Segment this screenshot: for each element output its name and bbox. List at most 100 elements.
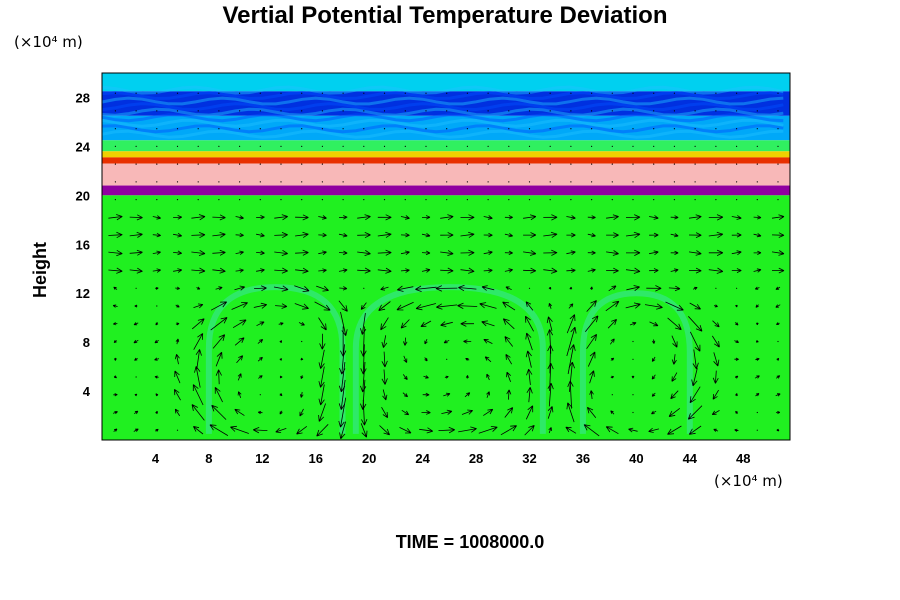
wind-vector-517 xyxy=(632,128,634,130)
wind-vector-445 xyxy=(566,326,577,357)
wind-vector-202 xyxy=(318,384,325,406)
wind-vector-565 xyxy=(689,331,701,352)
wind-vector-280 xyxy=(399,427,412,434)
wind-vector-215 xyxy=(321,163,323,165)
wind-vector-198 xyxy=(301,110,303,112)
wind-vector-454 xyxy=(570,181,572,183)
x-tick-label: 4 xyxy=(152,451,160,466)
wind-vector-15 xyxy=(114,163,116,165)
wind-vector-518 xyxy=(632,110,634,112)
wind-vector-5 xyxy=(113,340,117,343)
wind-vector-2 xyxy=(113,393,118,397)
wind-vector-216 xyxy=(321,145,323,147)
wind-vector-601 xyxy=(735,410,739,414)
wind-vector-368 xyxy=(481,285,495,291)
wind-vector-488 xyxy=(608,285,617,292)
field-layer-8 xyxy=(102,195,790,440)
wind-vector-498 xyxy=(611,110,613,112)
wind-vector-227 xyxy=(338,300,348,312)
wind-vector-313 xyxy=(425,199,427,201)
wind-vector-457 xyxy=(570,128,572,130)
wind-vector-559 xyxy=(673,92,676,94)
wind-vector-293 xyxy=(404,199,406,201)
wind-vector-494 xyxy=(611,181,613,183)
wind-vector-325 xyxy=(443,339,450,344)
wind-vector-519 xyxy=(632,92,634,94)
wind-vector-393 xyxy=(508,199,510,201)
wind-vector-571 xyxy=(688,232,702,238)
wind-vector-449 xyxy=(566,268,576,273)
wind-vector-316 xyxy=(425,145,427,147)
wind-vector-125 xyxy=(234,337,245,346)
wind-vector-169 xyxy=(274,267,288,274)
wind-vector-93 xyxy=(197,199,199,201)
upper-wave-8 xyxy=(101,85,784,95)
wind-vector-171 xyxy=(274,232,288,239)
wind-vector-307 xyxy=(415,303,436,311)
wind-vector-595 xyxy=(715,163,717,165)
wind-vector-356 xyxy=(466,145,468,147)
wind-vector-547 xyxy=(665,301,684,311)
wind-vector-269 xyxy=(377,267,392,274)
wind-vector-148 xyxy=(254,285,267,292)
wind-vector-524 xyxy=(651,356,656,362)
wind-vector-535 xyxy=(653,163,655,165)
wind-vector-244 xyxy=(360,344,367,375)
wind-vector-74 xyxy=(176,181,179,183)
field-layer-7 xyxy=(102,185,790,196)
time-value: 1008000.0 xyxy=(459,532,545,552)
wind-vector-233 xyxy=(342,199,344,201)
wind-vector-386 xyxy=(502,318,515,330)
x-tick-label: 36 xyxy=(576,451,590,466)
wind-vector-464 xyxy=(587,351,596,367)
wind-vector-38 xyxy=(135,110,137,112)
wind-vector-495 xyxy=(611,163,613,165)
wind-vector-266 xyxy=(380,317,389,331)
wind-vector-166 xyxy=(278,322,284,326)
wind-vector-103 xyxy=(215,369,222,385)
wind-vector-587 xyxy=(713,304,718,308)
wind-vector-230 xyxy=(338,250,348,256)
wind-vector-483 xyxy=(610,375,615,379)
wind-vector-217 xyxy=(321,128,323,130)
wind-vector-544 xyxy=(671,354,677,365)
field-layer-3 xyxy=(102,140,790,152)
wind-vector-257 xyxy=(363,128,365,130)
wind-vector-134 xyxy=(239,181,241,183)
wind-vector-279 xyxy=(383,92,386,94)
wind-vector-340 xyxy=(458,426,477,433)
wind-vector-136 xyxy=(239,145,241,147)
wind-vector-551 xyxy=(670,233,679,238)
wind-vector-56 xyxy=(156,145,158,147)
y-tick-label: 24 xyxy=(76,139,91,154)
wind-vector-621 xyxy=(756,411,758,414)
wind-vector-467 xyxy=(586,300,597,312)
wind-vector-284 xyxy=(403,355,408,363)
wind-vector-107 xyxy=(210,301,228,311)
wind-vector-129 xyxy=(235,268,244,273)
wind-vector-649 xyxy=(771,267,785,274)
wind-vector-486 xyxy=(607,319,617,329)
wind-vector-100 xyxy=(209,424,229,436)
wind-vector-267 xyxy=(378,301,391,311)
wind-vector-617 xyxy=(736,128,738,130)
upper-wave-0 xyxy=(101,129,784,139)
wind-vector-592 xyxy=(708,214,724,221)
wind-vector-175 xyxy=(280,163,282,165)
wind-vector-600 xyxy=(734,428,739,432)
wind-vector-370 xyxy=(483,250,493,256)
wind-vector-4 xyxy=(113,357,117,361)
wind-vector-577 xyxy=(694,128,696,130)
wind-vector-276 xyxy=(383,145,386,147)
wind-vector-625 xyxy=(755,340,759,343)
wind-vector-270 xyxy=(377,249,392,256)
wind-vector-369 xyxy=(483,268,493,273)
wind-vector-109 xyxy=(212,267,226,274)
wind-vector-542 xyxy=(670,390,679,400)
wind-vector-433 xyxy=(549,199,551,201)
wind-vector-89 xyxy=(191,267,206,274)
wind-vector-239 xyxy=(342,92,344,94)
wind-vector-405 xyxy=(525,332,533,351)
wind-vector-440 xyxy=(565,426,577,434)
wind-vector-366 xyxy=(481,320,495,327)
